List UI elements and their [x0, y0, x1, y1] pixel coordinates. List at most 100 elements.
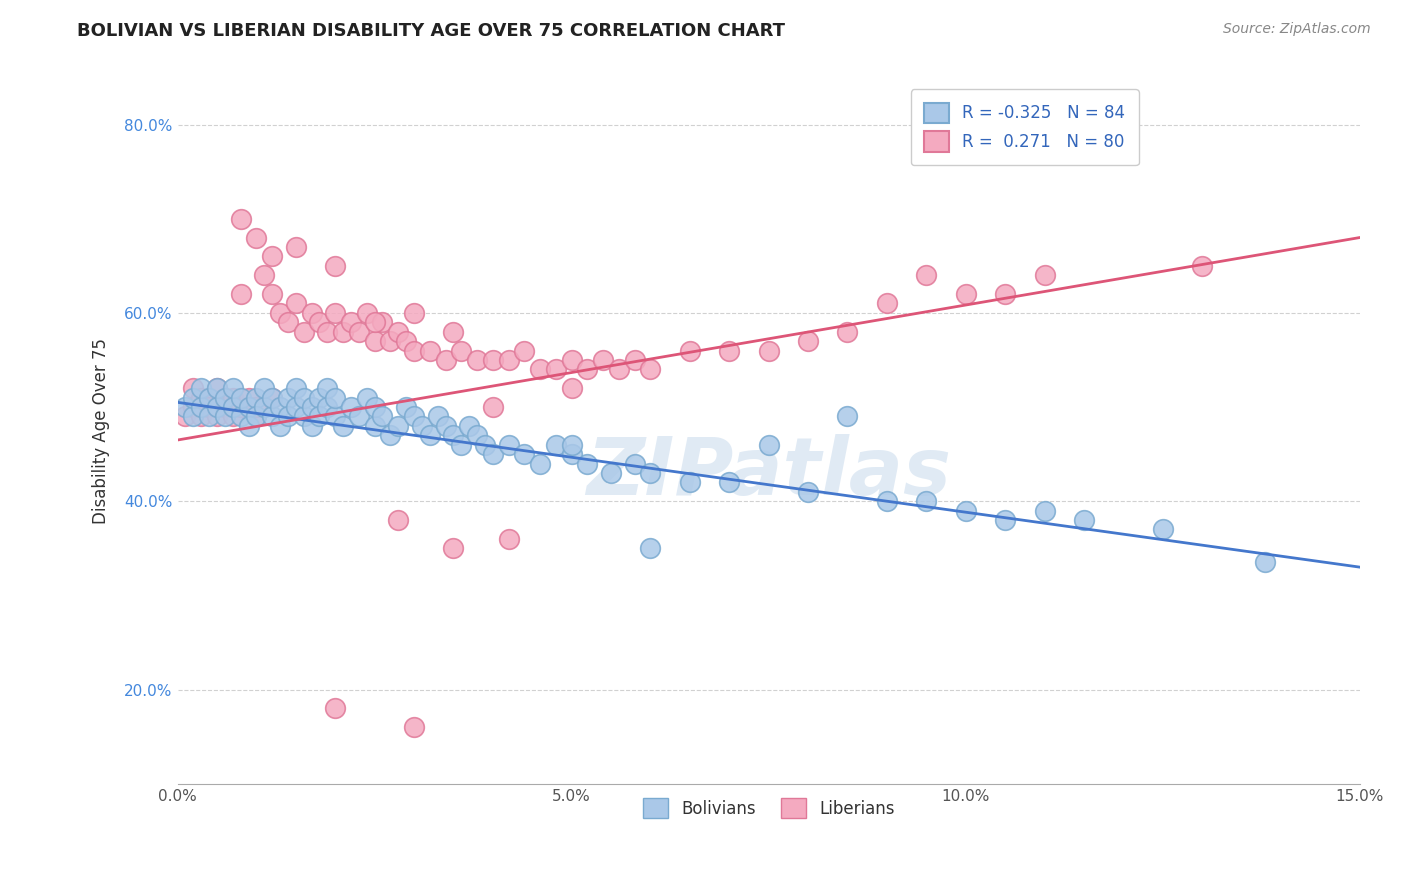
Point	[561, 353, 583, 368]
Point	[262, 409, 284, 424]
Point	[623, 457, 645, 471]
Point	[301, 400, 323, 414]
Point	[190, 400, 212, 414]
Point	[1254, 556, 1277, 570]
Point	[229, 211, 252, 226]
Point	[284, 296, 307, 310]
Point	[253, 268, 276, 283]
Point	[465, 428, 488, 442]
Point	[561, 447, 583, 461]
Point	[174, 409, 197, 424]
Point	[205, 381, 228, 395]
Point	[679, 343, 702, 358]
Point	[356, 306, 378, 320]
Point	[214, 391, 236, 405]
Point	[198, 409, 221, 424]
Point	[592, 353, 614, 368]
Point	[640, 362, 662, 376]
Point	[498, 438, 520, 452]
Point	[284, 240, 307, 254]
Point	[915, 494, 938, 508]
Point	[214, 391, 236, 405]
Point	[450, 343, 472, 358]
Point	[498, 532, 520, 546]
Point	[387, 513, 409, 527]
Point	[190, 381, 212, 395]
Point	[190, 409, 212, 424]
Point	[837, 325, 859, 339]
Point	[1033, 268, 1056, 283]
Point	[1191, 259, 1213, 273]
Point	[269, 400, 291, 414]
Point	[238, 400, 260, 414]
Point	[1033, 503, 1056, 517]
Point	[214, 400, 236, 414]
Point	[402, 343, 425, 358]
Point	[718, 475, 741, 490]
Point	[955, 287, 977, 301]
Point	[876, 494, 898, 508]
Point	[529, 362, 551, 376]
Point	[229, 287, 252, 301]
Point	[205, 400, 228, 414]
Point	[245, 391, 267, 405]
Point	[363, 400, 385, 414]
Point	[308, 409, 330, 424]
Point	[718, 343, 741, 358]
Point	[363, 315, 385, 329]
Point	[395, 400, 418, 414]
Point	[441, 325, 464, 339]
Point	[529, 457, 551, 471]
Point	[607, 362, 630, 376]
Point	[402, 720, 425, 734]
Point	[222, 409, 245, 424]
Point	[183, 409, 205, 424]
Point	[363, 418, 385, 433]
Point	[623, 353, 645, 368]
Point	[323, 259, 346, 273]
Point	[205, 381, 228, 395]
Point	[363, 334, 385, 348]
Point	[441, 541, 464, 556]
Point	[347, 409, 370, 424]
Point	[380, 428, 402, 442]
Point	[238, 418, 260, 433]
Point	[229, 391, 252, 405]
Point	[323, 391, 346, 405]
Point	[426, 409, 449, 424]
Point	[1152, 523, 1174, 537]
Point	[371, 409, 394, 424]
Point	[340, 315, 363, 329]
Point	[340, 400, 363, 414]
Point	[450, 438, 472, 452]
Point	[758, 343, 780, 358]
Point	[277, 391, 299, 405]
Point	[513, 343, 536, 358]
Point	[214, 409, 236, 424]
Point	[380, 334, 402, 348]
Point	[797, 484, 820, 499]
Point	[316, 381, 339, 395]
Text: Source: ZipAtlas.com: Source: ZipAtlas.com	[1223, 22, 1371, 37]
Point	[222, 391, 245, 405]
Point	[316, 400, 339, 414]
Point	[292, 391, 315, 405]
Text: ZIPatlas: ZIPatlas	[586, 434, 952, 512]
Point	[576, 457, 599, 471]
Point	[292, 409, 315, 424]
Point	[915, 268, 938, 283]
Point	[323, 701, 346, 715]
Point	[347, 325, 370, 339]
Point	[316, 325, 339, 339]
Point	[371, 315, 394, 329]
Point	[640, 541, 662, 556]
Point	[576, 362, 599, 376]
Point	[174, 400, 197, 414]
Point	[458, 418, 481, 433]
Point	[994, 513, 1017, 527]
Point	[190, 391, 212, 405]
Point	[269, 306, 291, 320]
Point	[600, 466, 623, 480]
Point	[245, 230, 267, 244]
Point	[332, 325, 354, 339]
